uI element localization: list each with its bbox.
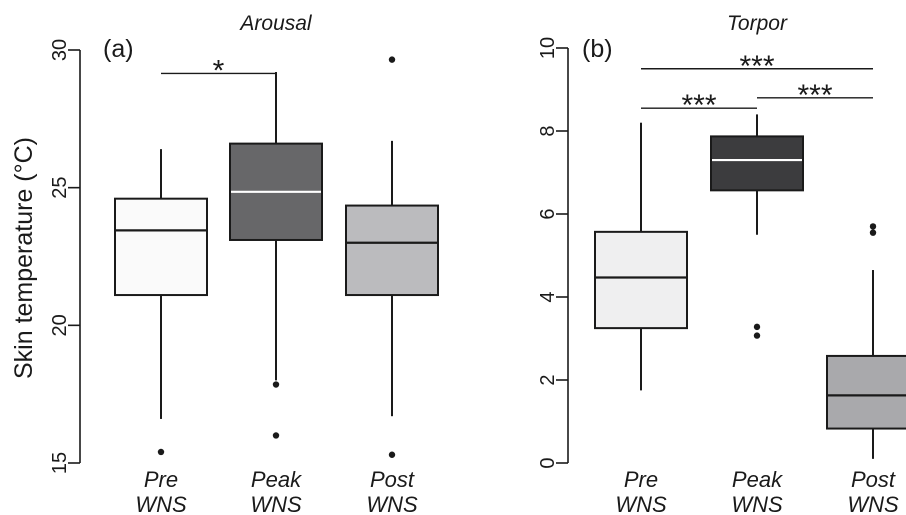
x-category-label-line: Peak <box>732 467 783 492</box>
x-category-label-line: Pre <box>624 467 658 492</box>
outlier-point <box>272 432 280 439</box>
x-category-label: Pre WNS <box>615 467 667 515</box>
outlier-point <box>157 448 165 456</box>
x-category-label-line: WNS <box>135 492 187 515</box>
x-category-label-line: WNS <box>615 492 667 515</box>
y-tick-label: 15 <box>49 452 71 474</box>
box <box>345 204 439 297</box>
x-category-label-line: WNS <box>366 492 418 515</box>
significance-label: *** <box>681 89 716 122</box>
outlier-point <box>869 229 877 236</box>
outlier-point <box>388 56 396 63</box>
y-tick-label: 2 <box>537 374 559 385</box>
box <box>114 197 208 297</box>
box <box>710 135 804 192</box>
x-category-label: Post WNS <box>847 467 899 515</box>
y-tick-label: 0 <box>537 457 559 468</box>
box <box>826 354 906 430</box>
x-category-label-line: WNS <box>731 492 783 515</box>
x-category-label: Peak WNS <box>731 467 783 515</box>
x-category-label: Peak WNS <box>250 467 302 515</box>
significance-label: *** <box>797 79 832 112</box>
outlier-point <box>869 223 877 230</box>
x-category-label-line: WNS <box>250 492 302 515</box>
panel-title: Torpor <box>727 12 788 35</box>
significance-label: * <box>213 54 225 87</box>
x-category-label-line: Post <box>370 467 415 492</box>
y-tick-label: 25 <box>49 177 71 199</box>
outlier-point <box>272 381 280 388</box>
y-tick-label: 30 <box>49 39 71 61</box>
y-tick-label: 6 <box>537 208 559 219</box>
x-category-label: Post WNS <box>366 467 418 515</box>
x-category-label: Pre WNS <box>135 467 187 515</box>
x-category-label-line: Pre <box>144 467 178 492</box>
panel-label: (b) <box>582 35 613 63</box>
outlier-point <box>753 323 761 331</box>
y-axis-label: Skin temperature (°C) <box>10 137 38 379</box>
x-category-label-line: Peak <box>251 467 302 492</box>
x-category-label-line: WNS <box>847 492 899 515</box>
box <box>594 230 688 330</box>
significance-label: *** <box>739 50 774 83</box>
y-tick-label: 10 <box>537 37 559 59</box>
y-tick-label: 20 <box>49 314 71 336</box>
y-tick-label: 8 <box>537 125 559 136</box>
panel-label: (a) <box>103 35 134 63</box>
outlier-point <box>753 332 761 339</box>
y-tick-label: 4 <box>537 291 559 302</box>
panel-title: Arousal <box>238 12 313 35</box>
x-category-label-line: Post <box>851 467 896 492</box>
outlier-point <box>388 451 396 458</box>
